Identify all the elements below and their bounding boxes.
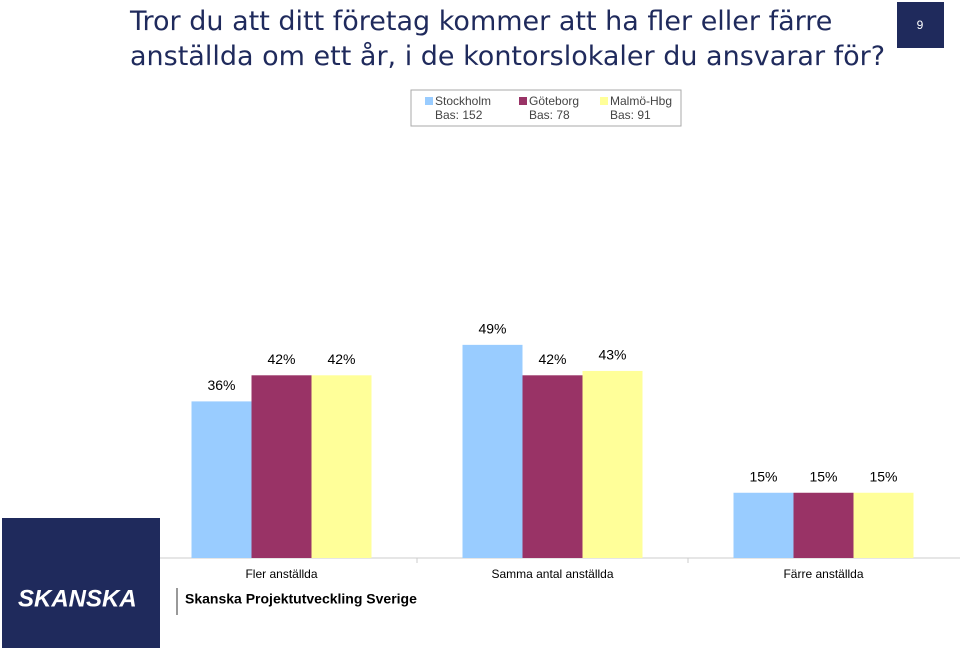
value-label: 49% <box>478 321 506 337</box>
value-label: 42% <box>327 351 355 367</box>
legend-base: Bas: 152 <box>435 108 483 122</box>
legend-box <box>410 89 682 127</box>
value-label: 15% <box>749 468 777 484</box>
footer-text: Skanska Projektutveckling Sverige <box>185 591 417 607</box>
bar <box>251 375 312 558</box>
value-label: 36% <box>207 377 235 393</box>
x-tick-label: Färre anställda <box>783 567 863 581</box>
value-label: 15% <box>809 468 837 484</box>
bar <box>853 492 914 558</box>
title-line: Tror du att ditt företag kommer att ha f… <box>129 6 832 37</box>
chart-title: Tror du att ditt företag kommer att ha f… <box>129 6 885 72</box>
legend-base: Bas: 78 <box>529 108 570 122</box>
bar <box>522 375 583 558</box>
value-label: 43% <box>598 347 626 363</box>
bar <box>311 375 372 558</box>
legend-label: Göteborg <box>529 94 579 108</box>
page-number: 9 <box>917 18 924 32</box>
legend-base: Bas: 91 <box>610 108 651 122</box>
legend-swatch <box>519 97 527 105</box>
legend-swatch <box>425 97 433 105</box>
value-label: 42% <box>267 351 295 367</box>
page-number-box <box>897 2 944 48</box>
legend-label: Stockholm <box>435 94 491 108</box>
bar <box>793 492 854 558</box>
logo-box <box>2 518 160 648</box>
value-label: 42% <box>538 351 566 367</box>
bar <box>582 370 643 558</box>
bar <box>733 492 794 558</box>
legend-swatch <box>600 97 608 105</box>
x-tick-label: Samma antal anställda <box>491 567 613 581</box>
bar <box>191 401 252 558</box>
value-label: 15% <box>869 468 897 484</box>
legend-label: Malmö-Hbg <box>610 94 672 108</box>
bar <box>462 344 523 558</box>
x-tick-label: Fler anställda <box>245 567 317 581</box>
title-line: anställda om ett år, i de kontorslokaler… <box>130 41 885 72</box>
logo: SKANSKA <box>18 585 137 612</box>
